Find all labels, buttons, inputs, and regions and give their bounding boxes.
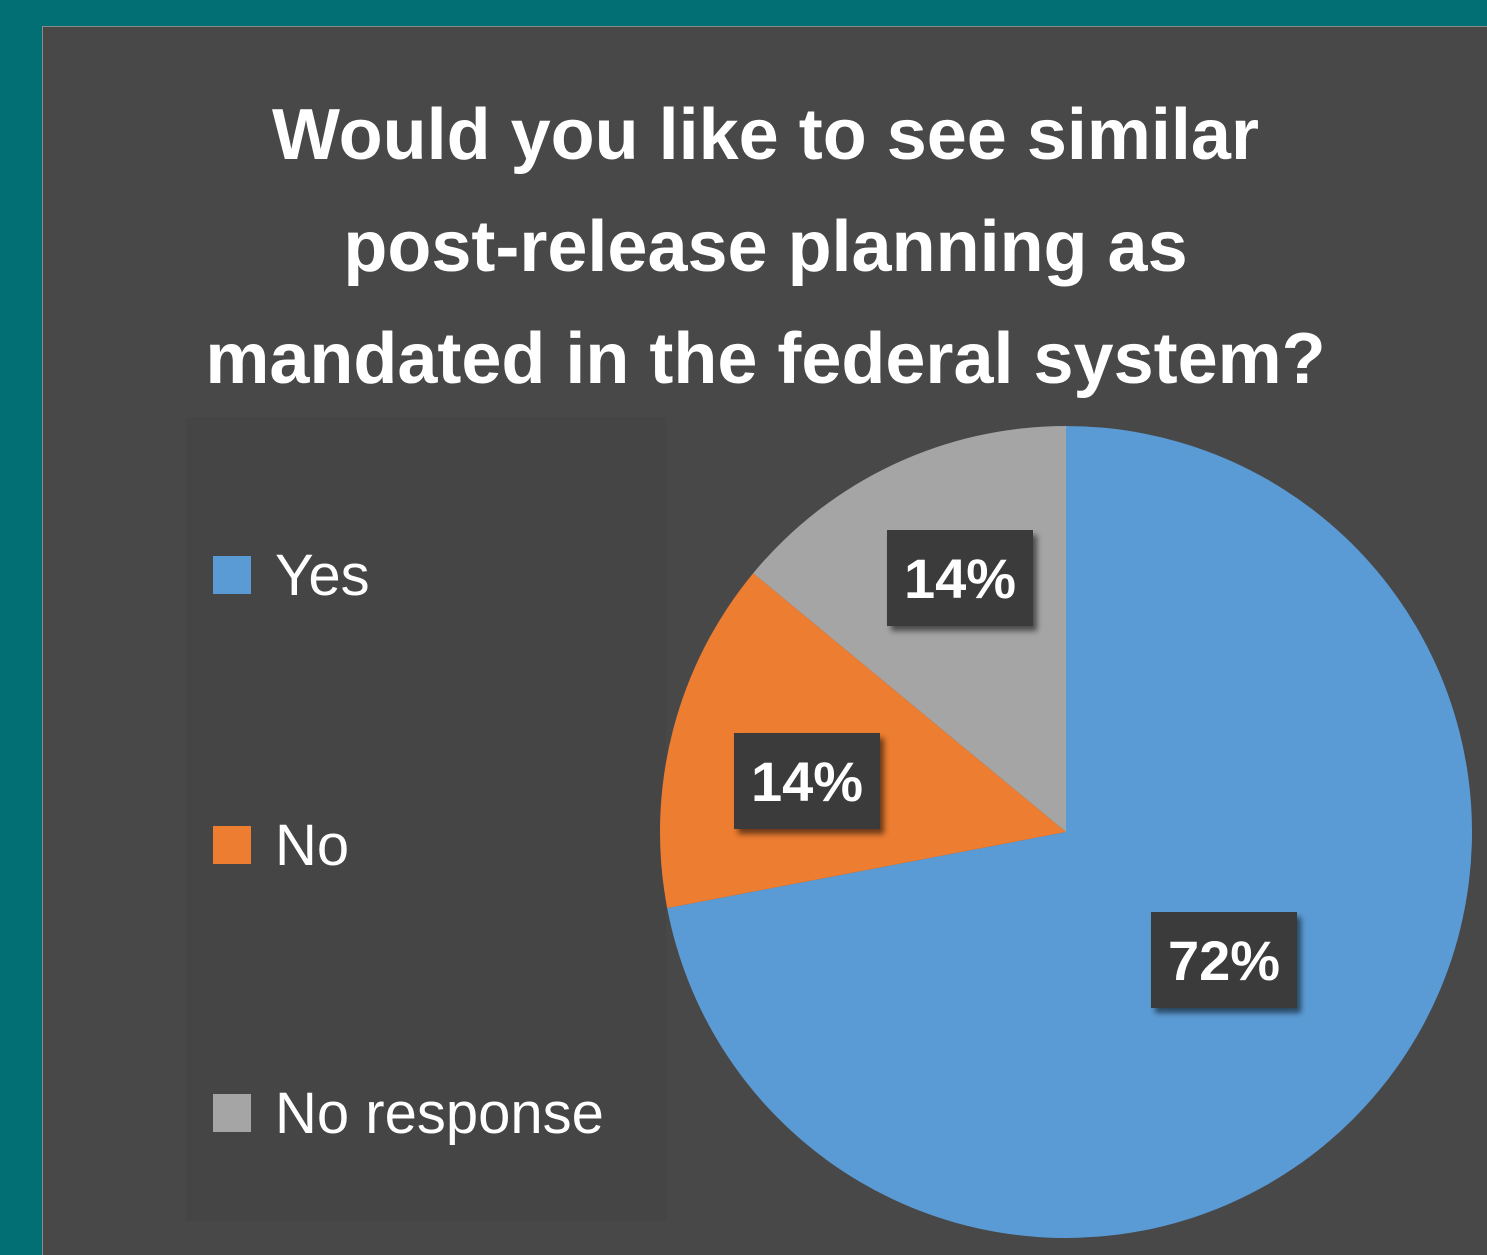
legend-label-no: No xyxy=(275,812,350,878)
data-label-yes: 72% xyxy=(1151,912,1297,1008)
legend-swatch-yes xyxy=(213,556,251,594)
chart-title-line-2: post-release planning as xyxy=(343,207,1188,287)
pie-slices xyxy=(660,426,1472,1238)
chart-title: Would you like to see similar post-relea… xyxy=(43,79,1487,415)
data-label-text-yes: 72% xyxy=(1168,929,1280,992)
legend: Yes No No response xyxy=(186,417,666,1221)
data-label-text-no: 14% xyxy=(751,750,863,813)
data-label-no: 14% xyxy=(734,733,880,829)
pie-data-labels: 72% 14% 14% xyxy=(734,530,1297,1008)
pie-slice-no-response xyxy=(753,426,1066,832)
data-label-text-no-response: 14% xyxy=(904,547,1016,610)
legend-item-no: No xyxy=(213,812,350,878)
legend-swatch-no-response xyxy=(213,1094,251,1132)
chart-title-line-3: mandated in the federal system? xyxy=(205,319,1326,399)
data-label-box-yes xyxy=(1151,912,1297,1008)
legend-swatch-no xyxy=(213,826,251,864)
pie-slice-yes xyxy=(667,426,1472,1238)
data-label-box-no-response xyxy=(887,530,1033,626)
data-label-box-no xyxy=(734,733,880,829)
legend-item-no-response: No response xyxy=(213,1080,604,1146)
legend-label-no-response: No response xyxy=(275,1080,604,1146)
legend-item-yes: Yes xyxy=(213,542,370,608)
legend-label-yes: Yes xyxy=(275,542,370,608)
data-label-no-response: 14% xyxy=(887,530,1033,626)
chart-title-line-1: Would you like to see similar xyxy=(272,95,1259,175)
